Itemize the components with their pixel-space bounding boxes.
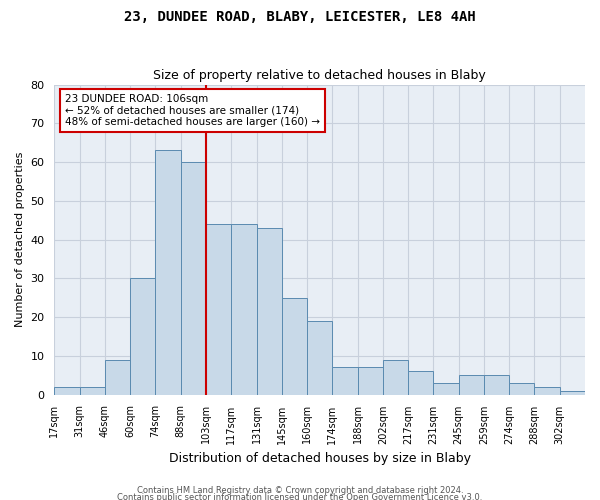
Bar — [332, 368, 358, 394]
Bar — [206, 224, 231, 394]
Bar — [257, 228, 282, 394]
Bar — [433, 383, 458, 394]
Text: Contains HM Land Registry data © Crown copyright and database right 2024.: Contains HM Land Registry data © Crown c… — [137, 486, 463, 495]
Bar — [458, 375, 484, 394]
Y-axis label: Number of detached properties: Number of detached properties — [15, 152, 25, 327]
Text: Contains public sector information licensed under the Open Government Licence v3: Contains public sector information licen… — [118, 494, 482, 500]
Bar — [560, 390, 585, 394]
Bar — [484, 375, 509, 394]
Title: Size of property relative to detached houses in Blaby: Size of property relative to detached ho… — [154, 69, 486, 82]
Bar — [282, 298, 307, 394]
Bar — [231, 224, 257, 394]
Bar — [55, 387, 80, 394]
Bar — [130, 278, 155, 394]
Bar — [105, 360, 130, 394]
Bar — [155, 150, 181, 394]
Bar — [383, 360, 408, 394]
Bar — [358, 368, 383, 394]
Bar — [307, 321, 332, 394]
Bar — [509, 383, 535, 394]
Bar — [535, 387, 560, 394]
Text: 23 DUNDEE ROAD: 106sqm
← 52% of detached houses are smaller (174)
48% of semi-de: 23 DUNDEE ROAD: 106sqm ← 52% of detached… — [65, 94, 320, 127]
Bar — [80, 387, 105, 394]
Text: 23, DUNDEE ROAD, BLABY, LEICESTER, LE8 4AH: 23, DUNDEE ROAD, BLABY, LEICESTER, LE8 4… — [124, 10, 476, 24]
Bar — [181, 162, 206, 394]
Bar — [408, 372, 433, 394]
X-axis label: Distribution of detached houses by size in Blaby: Distribution of detached houses by size … — [169, 452, 471, 465]
